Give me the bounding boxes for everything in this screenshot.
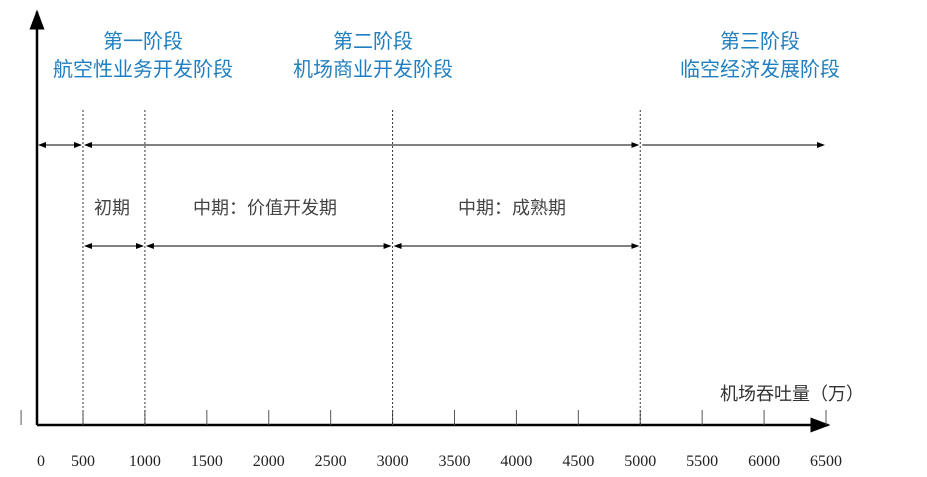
tick-label: 2000 bbox=[252, 453, 285, 470]
stage-subtitle: 临空经济发展阶段 bbox=[680, 59, 840, 81]
tick-label: 500 bbox=[71, 453, 95, 470]
tick-label: 1000 bbox=[128, 453, 161, 470]
period-label: 中期：价值开发期 bbox=[193, 198, 337, 218]
tick-label: 1500 bbox=[190, 453, 223, 470]
tick-label: 5500 bbox=[686, 453, 719, 470]
stage-subtitle: 机场商业开发阶段 bbox=[293, 59, 453, 81]
tick-label: 4500 bbox=[562, 453, 595, 470]
period-label: 中期：成熟期 bbox=[458, 198, 566, 218]
stage-title: 第二阶段 bbox=[333, 31, 413, 53]
tick-label: 3500 bbox=[438, 453, 471, 470]
tick-label: 0 bbox=[37, 453, 45, 470]
tick-label: 6000 bbox=[748, 453, 781, 470]
axis-label: 机场吞吐量（万） bbox=[720, 384, 864, 404]
tick-label: 5000 bbox=[624, 453, 657, 470]
stage-title: 第一阶段 bbox=[103, 31, 183, 53]
tick-label: 4000 bbox=[500, 453, 533, 470]
tick-label: 6500 bbox=[810, 453, 842, 470]
tick-label: 3000 bbox=[376, 453, 409, 470]
tick-label: 2500 bbox=[314, 453, 347, 470]
stage-title: 第三阶段 bbox=[720, 31, 800, 53]
period-label: 初期 bbox=[94, 198, 130, 218]
stage-subtitle: 航空性业务开发阶段 bbox=[53, 59, 233, 81]
